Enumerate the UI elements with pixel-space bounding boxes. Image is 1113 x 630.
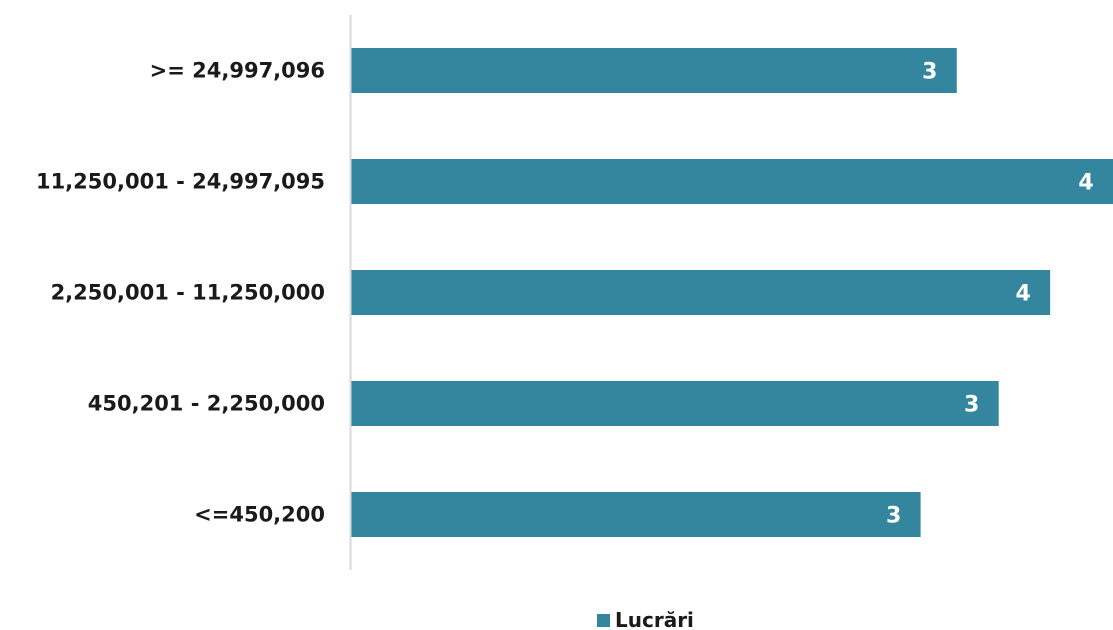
bar [351,270,1051,315]
data-label: 3 [964,393,979,418]
data-label: 3 [886,504,901,529]
category-label: <=450,200 [194,503,325,527]
data-label: 4 [1015,282,1030,307]
category-label: 11,250,001 - 24,997,095 [36,170,325,194]
data-label: 4 [1078,171,1093,196]
bar [351,159,1113,204]
category-label: >= 24,997,096 [150,59,325,83]
legend-label-lucrari: Lucrări [615,608,694,630]
category-labels-group: >= 24,997,096 11,250,001 - 24,997,095 2,25… [36,59,325,527]
bar [351,381,999,426]
legend: Lucrări [597,608,694,630]
category-label: 2,250,001 - 11,250,000 [51,281,325,305]
legend-swatch [597,614,610,627]
bar [351,492,921,537]
data-label: 3 [922,60,937,85]
data-labels-group: 3 4 4 3 3 [886,60,1094,529]
category-label: 450,201 - 2,250,000 [88,392,325,416]
bar [351,48,957,93]
bars-group [351,48,1113,537]
